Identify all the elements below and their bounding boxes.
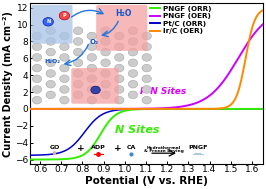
Text: N Sites: N Sites [115, 125, 160, 135]
Text: PNGF: PNGF [188, 145, 207, 149]
Y-axis label: Current Density (mA cm⁻²): Current Density (mA cm⁻²) [3, 11, 14, 156]
Text: GO: GO [50, 145, 61, 149]
Text: +: + [77, 144, 84, 153]
Text: CA: CA [127, 145, 136, 149]
Text: ADP: ADP [91, 145, 106, 149]
Text: & Freeze Drying: & Freeze Drying [144, 149, 184, 153]
Text: Hydrothermal: Hydrothermal [147, 146, 181, 150]
Text: +: + [114, 144, 121, 153]
X-axis label: Potential (V vs. RHE): Potential (V vs. RHE) [85, 176, 207, 186]
Legend: PNGF (ORR), PNGF (OER), Pt/C (ORR), Ir/C (OER): PNGF (ORR), PNGF (OER), Pt/C (ORR), Ir/C… [149, 5, 211, 34]
Text: P-N Sites: P-N Sites [140, 87, 186, 96]
